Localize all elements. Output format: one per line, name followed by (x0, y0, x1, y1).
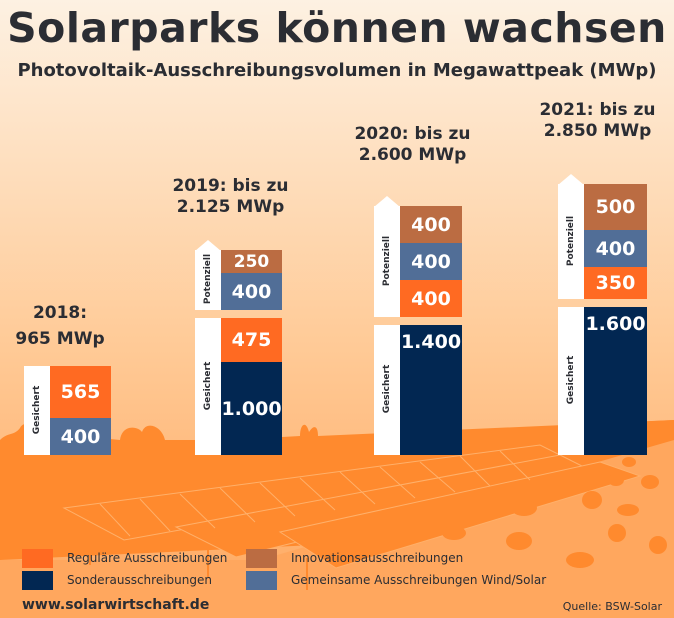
secured-label: Gesichert (382, 364, 392, 414)
sheep-flock (442, 457, 667, 568)
potential-strip (374, 206, 400, 317)
year-label-line1: 2019: bis zu (172, 176, 289, 196)
secured-strip (558, 307, 584, 455)
bar-value-label: 400 (411, 250, 451, 273)
legend-swatch-joint (246, 571, 277, 590)
bar-segment-special: 1.000 (221, 362, 282, 455)
bar-value-label: 400 (595, 237, 636, 260)
bar-segment-regular: 350 (584, 267, 647, 299)
bar-segment-regular: 475 (221, 318, 282, 362)
bar-segment-joint: 400 (50, 418, 111, 455)
bar-value-label: 350 (595, 272, 636, 294)
potential-arrow-icon (374, 196, 400, 207)
source-note: Quelle: BSW-Solar (562, 600, 662, 613)
secured-label: Gesichert (203, 361, 213, 410)
bar-value-label: 500 (595, 196, 636, 218)
bar-value-label: 250 (233, 251, 270, 272)
chart-subtitle: Photovoltaik-Ausschreibungsvolumen in Me… (17, 60, 657, 81)
bar-value-label: 400 (411, 213, 451, 236)
legend-label: Innovationsausschreibungen (291, 551, 464, 565)
bar-segment-joint: 400 (400, 243, 462, 280)
bar-value-label: 565 (60, 381, 101, 403)
bar-segment-joint: 400 (221, 273, 282, 310)
secured-label: Gesichert (32, 385, 42, 434)
meadow (0, 440, 674, 618)
year-label-total: 2.125 MWp (176, 197, 285, 217)
bar-value-label: 1.600 (585, 313, 646, 335)
secured-label: Gesichert (566, 355, 576, 405)
bar-segment-special: 1.600 (584, 307, 647, 455)
potential-label: Potenziell (203, 253, 213, 305)
bar-value-label: 475 (231, 329, 272, 351)
bar-segment-regular: 565 (50, 366, 111, 418)
year-label-total: 965 MWp (15, 329, 105, 349)
legend-label: Sonderausschreibungen (67, 573, 212, 587)
bar-value-label: 1.400 (400, 331, 462, 353)
year-label-line1: 2018: (32, 303, 88, 323)
legend-label: Gemeinsame Ausschreibungen Wind/Solar (291, 573, 547, 587)
chart-title: Solarparks können wachsen (7, 4, 667, 52)
bar-segment-special: 1.400 (400, 325, 462, 455)
year-label-line1: 2020: bis zu (354, 124, 471, 144)
bar-value-label: 1.000 (221, 397, 282, 420)
potential-label: Potenziell (566, 215, 576, 266)
secured-strip (24, 366, 50, 455)
secured-strip (374, 325, 400, 455)
potential-label: Potenziell (382, 235, 392, 286)
legend-swatch-regular (22, 549, 53, 568)
bar-segment-joint: 400 (584, 230, 647, 267)
bar-segment-regular: 400 (400, 280, 462, 317)
bar-value-label: 400 (60, 425, 101, 448)
panel-posts (89, 532, 308, 590)
solar-panels (62, 444, 642, 569)
potential-arrow-icon (558, 174, 584, 185)
legend-label: Reguläre Ausschreibungen (67, 551, 228, 565)
year-label: 2021: bis zu 2.850 MWp (535, 100, 660, 142)
year-label: 2020: bis zu 2.600 MWp (350, 124, 475, 166)
year-label-total: 2.850 MWp (543, 121, 652, 141)
bar-segment-innovation: 250 (221, 250, 282, 273)
legend-swatch-special (22, 571, 53, 590)
bar-segment-innovation: 400 (400, 206, 462, 243)
bar-value-label: 400 (231, 280, 272, 303)
year-label: 2018: 965 MWp (10, 300, 110, 352)
secured-strip (195, 318, 221, 455)
website-link[interactable]: www.solarwirtschaft.de (22, 597, 210, 613)
year-label-total: 2.600 MWp (358, 145, 467, 165)
year-label: 2019: bis zu 2.125 MWp (168, 176, 293, 218)
potential-strip (195, 250, 221, 310)
potential-strip (558, 184, 584, 299)
year-label-line1: 2021: bis zu (539, 100, 656, 120)
legend-swatch-innovation (246, 549, 277, 568)
bar-value-label: 400 (411, 287, 451, 310)
bar-segment-innovation: 500 (584, 184, 647, 230)
potential-arrow-icon (195, 240, 221, 251)
